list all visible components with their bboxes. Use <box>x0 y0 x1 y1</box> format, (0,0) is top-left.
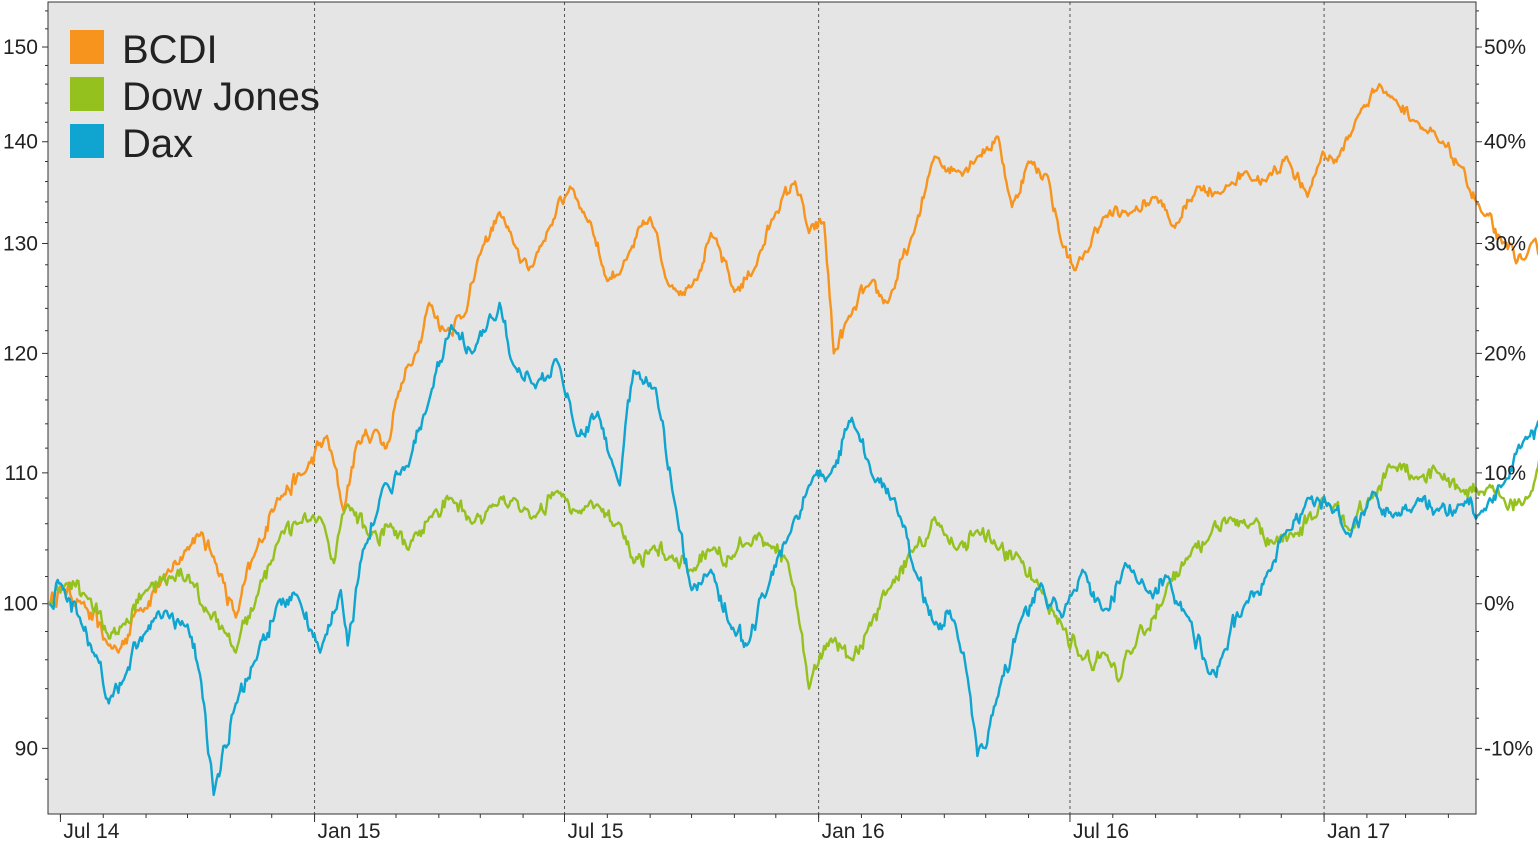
x-tick-label: Jan 16 <box>822 820 885 843</box>
y-tick-label-right: 50% <box>1484 36 1526 59</box>
plot-area <box>48 2 1476 814</box>
y-tick-label-right: 30% <box>1484 232 1526 255</box>
y-tick-label-left: 150 <box>3 36 38 59</box>
plot-border <box>47 1 1477 815</box>
y-tick-label-left: 100 <box>3 593 38 616</box>
y-tick-label-right: -10% <box>1484 737 1533 760</box>
y-tick-label-right: 40% <box>1484 131 1526 154</box>
legend-label: Dax <box>122 122 193 166</box>
series-lines <box>48 82 1538 797</box>
legend-swatch <box>70 124 104 158</box>
y-tick-label-right: 10% <box>1484 462 1526 485</box>
x-tick-label: Jul 14 <box>63 820 119 843</box>
y-tick-label-left: 110 <box>5 462 38 485</box>
y-tick-label-left: 120 <box>3 342 38 365</box>
legend-swatch <box>70 30 104 64</box>
y-tick-label-right: 0% <box>1484 593 1514 616</box>
x-tick-label: Jul 16 <box>1073 820 1129 843</box>
axes: Jul 14 Jan 15 Jul 15 Jan 16 Jul 16 Jan 17 90 10… <box>3 10 1533 843</box>
y-tick-label-right: 20% <box>1484 342 1526 365</box>
legend-swatch <box>70 77 104 111</box>
y-tick-label-left: 130 <box>3 232 38 255</box>
x-tick-label: Jul 15 <box>568 820 624 843</box>
series-line-dow-jones <box>48 459 1538 690</box>
legend-label: BCDI <box>122 28 218 72</box>
legend-label: Dow Jones <box>122 75 320 119</box>
x-tick-label: Jan 15 <box>318 820 381 843</box>
series-line-dax <box>48 301 1538 797</box>
series-line-bcdi <box>48 82 1538 654</box>
y-tick-label-left: 90 <box>15 737 38 760</box>
y-tick-label-left: 140 <box>3 131 38 154</box>
x-tick-label: Jan 17 <box>1327 820 1390 843</box>
